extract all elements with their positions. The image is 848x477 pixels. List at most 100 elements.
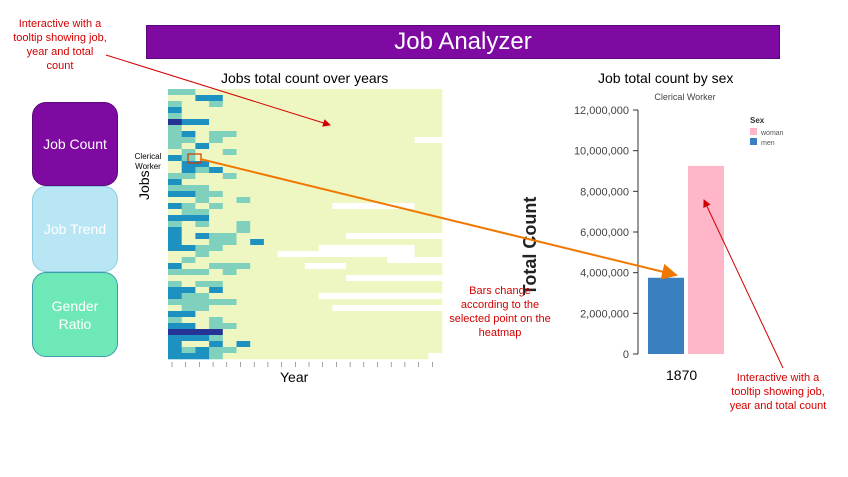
heatmap-cell[interactable] bbox=[222, 353, 237, 360]
heatmap-cell[interactable] bbox=[236, 161, 251, 168]
heatmap-cell[interactable] bbox=[195, 323, 210, 330]
heatmap-cell[interactable] bbox=[222, 185, 237, 192]
heatmap-cell[interactable] bbox=[305, 209, 319, 216]
heatmap-cell[interactable] bbox=[414, 227, 429, 234]
heatmap-cell[interactable] bbox=[414, 113, 429, 120]
heatmap-cell[interactable] bbox=[400, 341, 415, 348]
heatmap-cell[interactable] bbox=[318, 329, 333, 336]
heatmap-cell[interactable] bbox=[236, 323, 251, 330]
heatmap-cell[interactable] bbox=[209, 221, 224, 228]
heatmap-cell[interactable] bbox=[277, 203, 292, 210]
heatmap-cell[interactable] bbox=[209, 131, 224, 138]
heatmap-cell[interactable] bbox=[346, 293, 361, 300]
heatmap-cell[interactable] bbox=[263, 209, 278, 216]
heatmap-cell[interactable] bbox=[195, 263, 210, 270]
heatmap-cell[interactable] bbox=[263, 89, 278, 96]
heatmap-cell[interactable] bbox=[222, 245, 237, 252]
heatmap-cell[interactable] bbox=[236, 89, 251, 96]
heatmap-cell[interactable] bbox=[428, 353, 443, 360]
heatmap-cell[interactable] bbox=[250, 89, 265, 96]
heatmap-cell[interactable] bbox=[373, 341, 388, 348]
heatmap-cell[interactable] bbox=[332, 305, 347, 312]
heatmap-cell[interactable] bbox=[400, 287, 415, 294]
heatmap-cell[interactable] bbox=[305, 179, 319, 186]
heatmap-cell[interactable] bbox=[168, 347, 182, 354]
heatmap-cell[interactable] bbox=[414, 353, 429, 360]
heatmap-cell[interactable] bbox=[400, 305, 415, 312]
heatmap-cell[interactable] bbox=[263, 275, 278, 282]
heatmap-cell[interactable] bbox=[332, 125, 347, 132]
heatmap-cell[interactable] bbox=[168, 251, 182, 258]
heatmap-cell[interactable] bbox=[305, 353, 319, 360]
heatmap-cell[interactable] bbox=[359, 263, 374, 270]
heatmap-cell[interactable] bbox=[209, 95, 224, 102]
heatmap-cell[interactable] bbox=[318, 173, 333, 180]
heatmap-cell[interactable] bbox=[387, 317, 402, 324]
heatmap-cell[interactable] bbox=[277, 221, 292, 228]
heatmap-cell[interactable] bbox=[400, 311, 415, 318]
heatmap-cell[interactable] bbox=[373, 257, 388, 264]
heatmap-cell[interactable] bbox=[236, 101, 251, 108]
heatmap-cell[interactable] bbox=[318, 221, 333, 228]
heatmap-cell[interactable] bbox=[168, 245, 182, 252]
heatmap-cell[interactable] bbox=[263, 191, 278, 198]
heatmap-cell[interactable] bbox=[222, 167, 237, 174]
heatmap-cell[interactable] bbox=[359, 239, 374, 246]
heatmap-cell[interactable] bbox=[277, 281, 292, 288]
heatmap-cell[interactable] bbox=[168, 233, 182, 240]
heatmap-cell[interactable] bbox=[277, 179, 292, 186]
heatmap-cell[interactable] bbox=[168, 263, 182, 270]
heatmap-cell[interactable] bbox=[195, 257, 210, 264]
heatmap-cell[interactable] bbox=[346, 353, 361, 360]
heatmap-cell[interactable] bbox=[428, 233, 443, 240]
heatmap-cell[interactable] bbox=[263, 281, 278, 288]
heatmap-cell[interactable] bbox=[222, 239, 237, 246]
heatmap-cell[interactable] bbox=[428, 185, 443, 192]
heatmap-cell[interactable] bbox=[222, 119, 237, 126]
heatmap-cell[interactable] bbox=[209, 269, 224, 276]
heatmap-cell[interactable] bbox=[373, 239, 388, 246]
heatmap-cell[interactable] bbox=[318, 317, 333, 324]
heatmap-cell[interactable] bbox=[181, 251, 196, 258]
heatmap-cell[interactable] bbox=[346, 323, 361, 330]
heatmap-cell[interactable] bbox=[168, 191, 182, 198]
heatmap-cell[interactable] bbox=[387, 89, 402, 96]
heatmap-cell[interactable] bbox=[428, 95, 443, 102]
heatmap-cell[interactable] bbox=[414, 101, 429, 108]
heatmap-cell[interactable] bbox=[428, 293, 443, 300]
heatmap-cell[interactable] bbox=[332, 179, 347, 186]
heatmap-cell[interactable] bbox=[195, 137, 210, 144]
heatmap-cell[interactable] bbox=[291, 347, 306, 354]
heatmap-cell[interactable] bbox=[236, 251, 251, 258]
heatmap-cell[interactable] bbox=[263, 113, 278, 120]
heatmap-cell[interactable] bbox=[373, 215, 388, 222]
heatmap-cell[interactable] bbox=[168, 323, 182, 330]
heatmap-cell[interactable] bbox=[428, 275, 443, 282]
heatmap-cell[interactable] bbox=[277, 143, 292, 150]
heatmap-cell[interactable] bbox=[373, 179, 388, 186]
heatmap-cell[interactable] bbox=[209, 275, 224, 282]
heatmap-cell[interactable] bbox=[209, 203, 224, 210]
heatmap-cell[interactable] bbox=[250, 143, 265, 150]
heatmap-cell[interactable] bbox=[305, 239, 319, 246]
heatmap-cell[interactable] bbox=[305, 227, 319, 234]
heatmap-cell[interactable] bbox=[250, 275, 265, 282]
heatmap-cell[interactable] bbox=[359, 173, 374, 180]
heatmap-cell[interactable] bbox=[277, 233, 292, 240]
heatmap-cell[interactable] bbox=[250, 149, 265, 156]
heatmap-cell[interactable] bbox=[359, 341, 374, 348]
heatmap-cell[interactable] bbox=[414, 191, 429, 198]
heatmap-cell[interactable] bbox=[400, 185, 415, 192]
heatmap-cell[interactable] bbox=[209, 227, 224, 234]
heatmap-cell[interactable] bbox=[318, 131, 333, 138]
heatmap-cell[interactable] bbox=[277, 335, 292, 342]
heatmap-cell[interactable] bbox=[305, 89, 319, 96]
heatmap-cell[interactable] bbox=[400, 173, 415, 180]
heatmap-cell[interactable] bbox=[277, 167, 292, 174]
heatmap-cell[interactable] bbox=[428, 101, 443, 108]
heatmap-cell[interactable] bbox=[222, 209, 237, 216]
heatmap-cell[interactable] bbox=[263, 287, 278, 294]
heatmap-cell[interactable] bbox=[428, 149, 443, 156]
heatmap-cell[interactable] bbox=[263, 221, 278, 228]
heatmap-cell[interactable] bbox=[195, 341, 210, 348]
